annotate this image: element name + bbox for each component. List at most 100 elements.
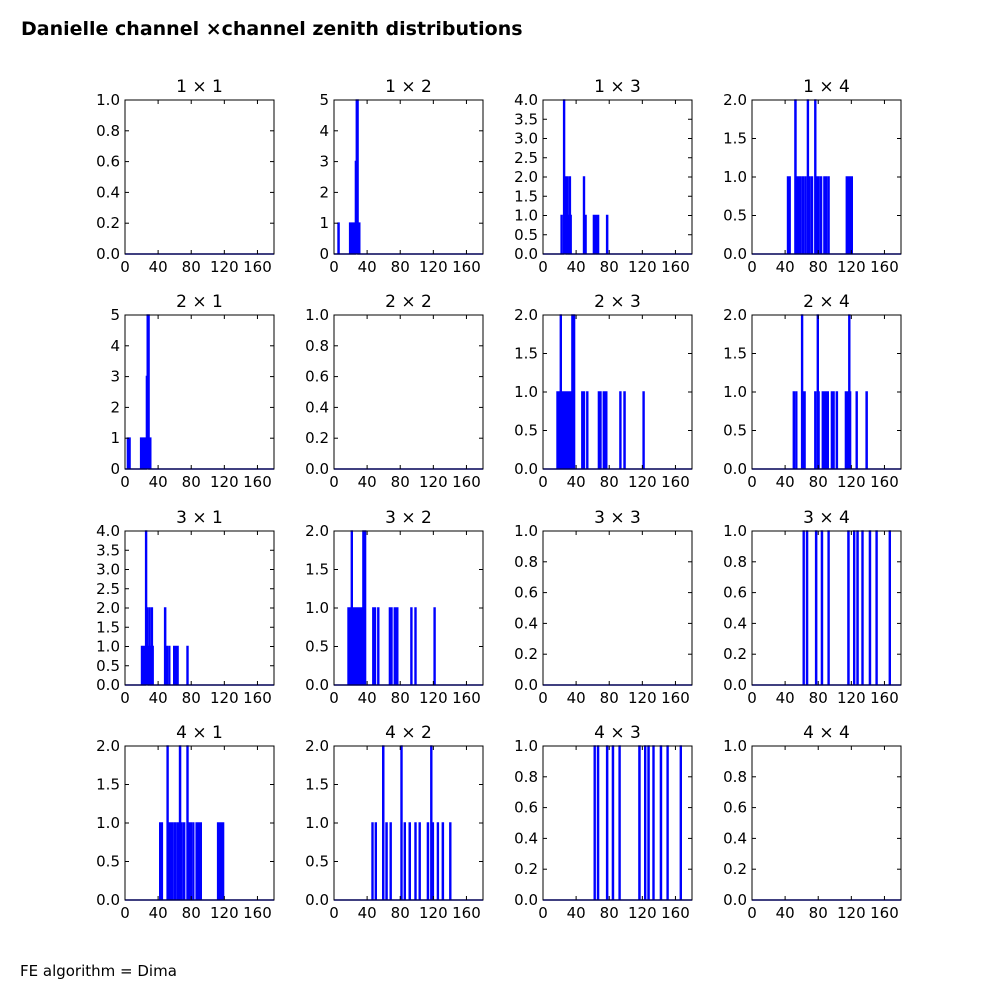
y-tick-label: 0.0 xyxy=(96,676,120,694)
y-tick-label: 0.0 xyxy=(723,460,747,478)
y-tick-label: 2 xyxy=(110,398,120,416)
y-tick-label: 3 xyxy=(110,368,120,386)
y-tick-label: 0.5 xyxy=(514,422,538,440)
y-tick-label: 0.5 xyxy=(305,638,329,656)
x-tick-label: 120 xyxy=(628,473,657,491)
data-line xyxy=(543,99,692,255)
y-tick-label: 1.0 xyxy=(514,383,538,401)
x-tick-label: 80 xyxy=(182,689,201,707)
x-tick-label: 120 xyxy=(419,473,448,491)
x-tick-label: 120 xyxy=(210,904,239,922)
data-line xyxy=(334,530,483,686)
y-tick-label: 2.0 xyxy=(723,306,747,324)
x-tick-label: 80 xyxy=(600,904,619,922)
subplot-title: 2 × 2 xyxy=(385,292,432,312)
subplot-title: 4 × 2 xyxy=(385,723,432,743)
subplot-1: 1 × 1 0 40 80 120 160 0.0 0.2 0.4 0.6 0.8 1.0 xyxy=(96,77,275,276)
x-tick-label: 0 xyxy=(329,689,339,707)
x-tick-label: 80 xyxy=(182,473,201,491)
y-tick-label: 1.0 xyxy=(96,814,120,832)
y-tick-label: 0.4 xyxy=(305,398,329,416)
subplot-14: 4 × 2 0 40 80 120 160 0.0 0.5 1.0 1.5 2.0 xyxy=(305,723,484,922)
y-tick-label: 0.5 xyxy=(96,853,120,871)
y-tick-label: 1.5 xyxy=(96,618,120,636)
x-tick-label: 160 xyxy=(452,689,481,707)
y-tick-label: 1.0 xyxy=(723,522,747,540)
y-tick-label: 1.0 xyxy=(305,599,329,617)
y-tick-label: 1.0 xyxy=(305,306,329,324)
y-tick-label: 1.5 xyxy=(96,776,120,794)
subplot-16: 4 × 4 0 40 80 120 160 0.0 0.2 0.4 0.6 0.8 1.0 xyxy=(723,723,902,922)
x-tick-label: 40 xyxy=(149,473,168,491)
y-tick-label: 0.0 xyxy=(305,676,329,694)
x-tick-label: 160 xyxy=(870,689,899,707)
footnote: FE algorithm = Dima xyxy=(20,962,177,980)
y-tick-label: 1.0 xyxy=(96,638,120,656)
y-tick-label: 0.0 xyxy=(723,676,747,694)
x-tick-label: 40 xyxy=(149,689,168,707)
y-tick-label: 0.5 xyxy=(723,207,747,225)
y-tick-label: 0.0 xyxy=(514,891,538,909)
y-tick-label: 4 xyxy=(110,337,120,355)
y-tick-label: 0.2 xyxy=(723,645,747,663)
data-line xyxy=(543,745,692,901)
subplot-10: 3 × 2 0 40 80 120 160 0.0 0.5 1.0 1.5 2.0 xyxy=(305,508,484,707)
x-tick-label: 160 xyxy=(452,258,481,276)
y-tick-label: 0.0 xyxy=(723,891,747,909)
x-tick-label: 120 xyxy=(837,258,866,276)
x-tick-label: 160 xyxy=(452,473,481,491)
y-tick-label: 1 xyxy=(110,429,120,447)
x-tick-label: 120 xyxy=(628,689,657,707)
x-tick-label: 120 xyxy=(419,904,448,922)
axes-frame xyxy=(124,314,275,470)
x-tick-label: 120 xyxy=(419,258,448,276)
y-tick-label: 0.4 xyxy=(514,829,538,847)
x-tick-label: 40 xyxy=(149,904,168,922)
y-tick-label: 3.5 xyxy=(96,541,120,559)
y-tick-label: 1.5 xyxy=(723,130,747,148)
x-tick-label: 0 xyxy=(747,689,757,707)
y-tick-label: 0.4 xyxy=(723,829,747,847)
subplot-9: 3 × 1 0 40 80 120 160 0.00.51.0 1.52.02.53.0 3.5… xyxy=(96,508,275,707)
subplot-13: 4 × 1 0 40 80 120 160 0.0 0.5 1.0 1.5 2.0 xyxy=(96,723,275,922)
x-tick-label: 80 xyxy=(600,689,619,707)
subplot-title: 3 × 3 xyxy=(594,508,641,528)
y-tick-label: 0.6 xyxy=(305,368,329,386)
x-tick-label: 120 xyxy=(210,689,239,707)
x-tick-label: 160 xyxy=(452,904,481,922)
y-tick-label: 5 xyxy=(110,306,120,324)
data-line xyxy=(752,314,901,470)
y-tick-label: 0 xyxy=(319,245,329,263)
data-line xyxy=(334,745,483,901)
y-tick-label: 1.0 xyxy=(305,814,329,832)
x-tick-label: 120 xyxy=(628,904,657,922)
subplot-title: 4 × 3 xyxy=(594,723,641,743)
data-line xyxy=(125,745,274,901)
data-line xyxy=(125,314,274,470)
y-tick-label: 0.5 xyxy=(514,226,538,244)
y-tick-label: 0.6 xyxy=(723,584,747,602)
y-tick-label: 1.0 xyxy=(514,207,538,225)
subplot-title: 2 × 4 xyxy=(803,292,850,312)
x-tick-label: 0 xyxy=(120,689,130,707)
subplot-12: 3 × 4 0 40 80 120 160 0.0 0.2 0.4 0.6 0.8 1.0 xyxy=(723,508,902,707)
x-tick-label: 120 xyxy=(837,689,866,707)
y-tick-label: 0.2 xyxy=(723,860,747,878)
x-tick-label: 40 xyxy=(567,904,586,922)
y-tick-label: 0.0 xyxy=(723,245,747,263)
data-line xyxy=(125,530,274,686)
subplot-8: 2 × 4 0 40 80 120 160 0.0 0.5 1.0 1.5 2.0 xyxy=(723,292,902,491)
x-tick-label: 120 xyxy=(628,258,657,276)
y-tick-label: 0.0 xyxy=(514,245,538,263)
y-tick-label: 4 xyxy=(319,122,329,140)
y-tick-label: 0.6 xyxy=(723,799,747,817)
y-tick-label: 1.0 xyxy=(723,168,747,186)
x-tick-label: 0 xyxy=(747,473,757,491)
y-tick-label: 1.5 xyxy=(305,776,329,794)
page-title: Danielle channel ×channel zenith distrib… xyxy=(21,18,523,40)
y-tick-label: 0 xyxy=(110,460,120,478)
subplot-title: 2 × 1 xyxy=(176,292,223,312)
axes-frame xyxy=(333,314,484,470)
axes-frame xyxy=(542,745,693,901)
data-line xyxy=(752,99,901,255)
